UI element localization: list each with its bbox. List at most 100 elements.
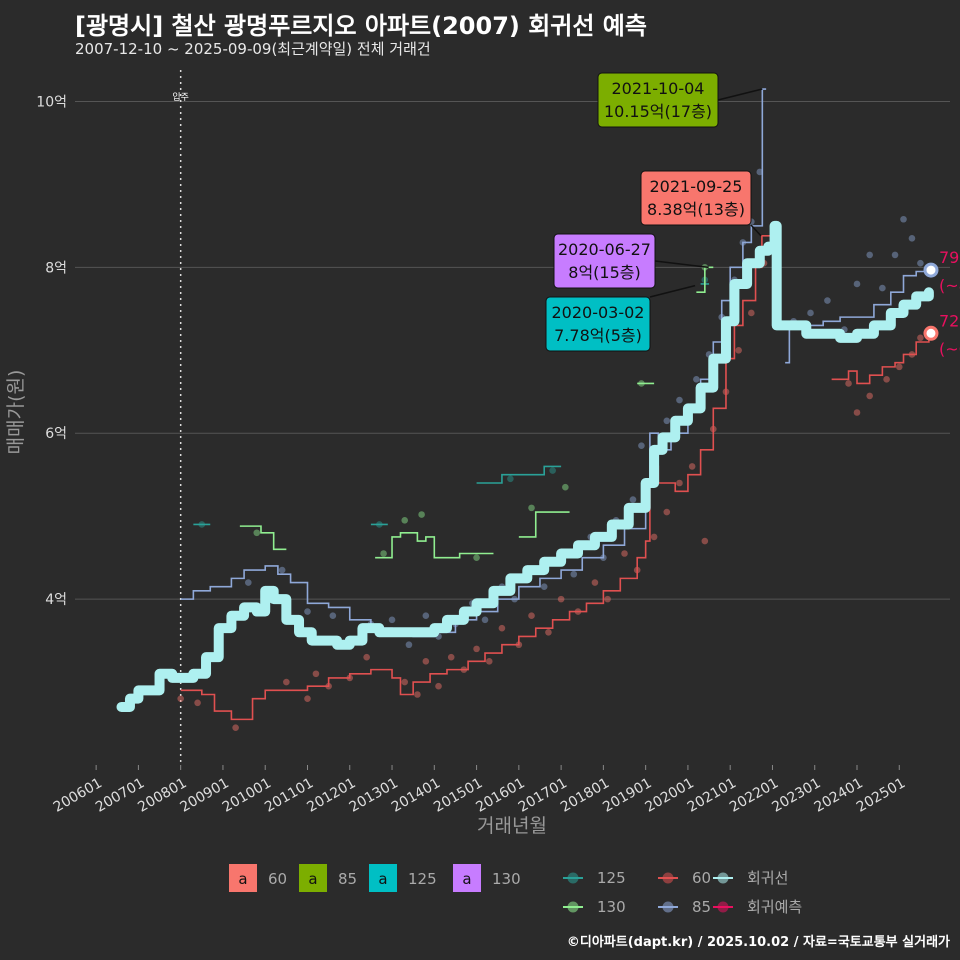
scatter-point-85 — [481, 616, 489, 624]
legend-swatch-85 — [299, 864, 327, 892]
callout-box — [545, 296, 651, 352]
x-axis-title: 거래년월 — [477, 815, 547, 837]
x-tick-label: 202501 — [854, 775, 908, 816]
scatter-point-130 — [562, 483, 569, 491]
chart-title: [광명시] 철산 광명푸르지오 아파트(2007) 회귀선 예측 — [75, 12, 647, 40]
scatter-point-60 — [528, 612, 535, 620]
legend-dot — [662, 901, 674, 913]
legend-swatch-symbol: a — [238, 870, 247, 888]
callout-date: 2020-03-02 — [552, 303, 645, 322]
scatter-point-60 — [422, 658, 430, 665]
scatter-point-125 — [507, 475, 514, 483]
chart-subtitle: 2007-12-10 ~ 2025-09-09(최근계약일) 전체 거래건 — [75, 40, 431, 58]
scatter-point-85 — [853, 280, 861, 288]
scatter-point-60 — [735, 346, 742, 354]
scatter-point-60 — [895, 363, 903, 371]
scatter-point-60 — [591, 579, 599, 586]
legend-line-label: 125 — [597, 869, 626, 887]
legend-dot — [662, 872, 674, 884]
scatter-point-85 — [879, 284, 886, 292]
callout-box — [640, 170, 752, 226]
scatter-point-85 — [900, 215, 907, 223]
scatter-point-60 — [435, 682, 442, 690]
legend-swatch-label: 130 — [492, 870, 521, 888]
scatter-point-85 — [304, 608, 311, 615]
legend-swatch-symbol: a — [378, 870, 387, 888]
scatter-point-60 — [447, 653, 455, 661]
legend-swatch-125 — [369, 864, 397, 892]
scatter-point-85 — [422, 612, 430, 620]
prediction-point — [923, 262, 939, 278]
scatter-point-60 — [401, 678, 409, 686]
scatter-point-125 — [549, 467, 556, 474]
scatter-point-60 — [194, 699, 201, 707]
scatter-point-60 — [866, 392, 873, 400]
regression-layer — [116, 220, 934, 712]
legend-swatch-label: 125 — [408, 870, 437, 888]
scatter-point-60 — [304, 695, 311, 702]
legend-dot — [567, 872, 579, 884]
scatter-point-85 — [693, 376, 700, 383]
scatter-point-60 — [650, 533, 658, 541]
legend-dot — [567, 901, 579, 913]
callout-value: 10.15억(17층) — [604, 102, 712, 121]
legend-line-label: 85 — [692, 898, 711, 916]
scatter-point-85 — [570, 570, 578, 578]
scatter-point-85 — [329, 612, 337, 620]
regression-line — [116, 220, 934, 712]
legend: a 60 a 85 a 125 a 130 125 60 회귀선 130 85 회귀예측 — [229, 864, 802, 916]
prediction-value: 72,050 — [939, 311, 960, 330]
callout-leader — [750, 224, 762, 237]
series-line-60 — [180, 235, 774, 721]
prediction-area: (~60㎡) — [939, 339, 960, 358]
prediction-area: (~85㎡) — [939, 276, 960, 295]
callout-date: 2021-10-04 — [612, 79, 705, 98]
callout-value: 8억(15층) — [568, 263, 640, 282]
legend-dot — [717, 872, 729, 884]
legend-swatch-130 — [453, 864, 481, 892]
scatter-point-85 — [824, 297, 831, 304]
series-line-130a — [239, 525, 287, 551]
series-line-125c — [476, 465, 562, 484]
scatter-point-60 — [473, 645, 480, 653]
scatter-point-60 — [917, 334, 924, 342]
scatter-point-60 — [414, 691, 421, 698]
scatter-point-130 — [473, 554, 480, 561]
scatter-point-130 — [380, 550, 387, 557]
scatter-point-85 — [866, 251, 873, 259]
callout-date: 2020-06-27 — [558, 240, 651, 259]
scatter-point-85 — [540, 583, 548, 590]
scatter-point-60 — [663, 508, 671, 516]
scatter-point-60 — [557, 595, 565, 603]
scatter-point-85 — [917, 259, 924, 267]
legend-line-label: 130 — [597, 898, 626, 916]
scatter-point-60 — [363, 653, 370, 661]
series-line-60p — [831, 333, 930, 385]
scatter-point-60 — [688, 463, 696, 470]
scatter-point-85 — [638, 442, 645, 449]
y-tick-label: 10억 — [36, 94, 67, 110]
scatter-point-85 — [629, 496, 637, 503]
scatter-point-60 — [676, 479, 683, 487]
legend-line-label: 회귀선 — [747, 869, 788, 887]
scatter-point-85 — [245, 579, 252, 586]
scatter-point-85 — [676, 396, 683, 404]
scatter-point-85 — [891, 251, 899, 259]
axis-layer: 4억6억8억10억2006012007012008012009012010012… — [36, 91, 908, 816]
scatter-point-60 — [177, 695, 184, 702]
prediction-value: 79,667 — [939, 248, 960, 267]
scatter-point-85 — [807, 309, 814, 317]
y-tick-label: 4억 — [45, 592, 67, 608]
callout-leader — [649, 284, 696, 298]
legend-swatch-label: 60 — [268, 870, 287, 888]
scatter-point-60 — [485, 658, 493, 665]
y-axis-title: 매매가(원) — [5, 370, 27, 455]
legend-dot — [717, 901, 729, 913]
scatter-point-60 — [748, 309, 755, 317]
scatter-point-60 — [845, 380, 852, 387]
scatter-point-60 — [621, 550, 628, 557]
source-credit: ©디아파트(dapt.kr) / 2025.10.02 / 자료=국토교통부 실… — [566, 935, 950, 950]
scatter-point-60 — [853, 409, 861, 416]
scatter-point-60 — [883, 376, 890, 383]
